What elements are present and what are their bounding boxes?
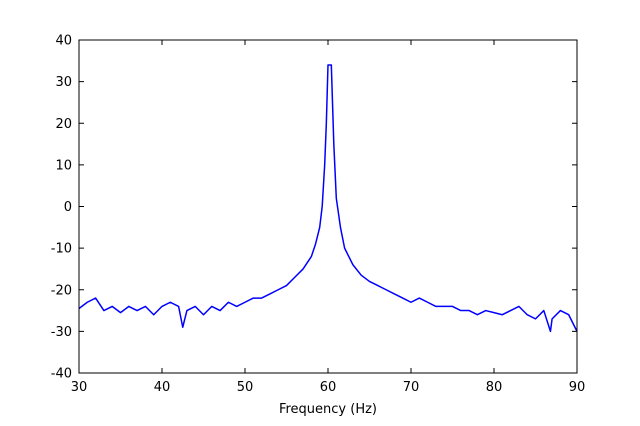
x-tick-label: 60	[320, 380, 337, 395]
y-tick-label: -10	[51, 242, 72, 257]
x-tick-label: 40	[154, 380, 171, 395]
x-tick-label: 50	[237, 380, 254, 395]
x-tick-label: 70	[403, 380, 420, 395]
series-line-0	[78, 64, 578, 333]
x-tick-label: 90	[569, 380, 586, 395]
x-tick-label: 30	[71, 380, 88, 395]
x-tick-label: 80	[486, 380, 503, 395]
y-tick-label: -30	[51, 325, 72, 340]
y-tick-label: 10	[55, 158, 72, 173]
y-tick-label: 40	[55, 34, 72, 49]
y-axis: 40 30 20 10 0 -10 -20 -30 -40	[51, 34, 577, 382]
y-tick-label: 20	[55, 117, 72, 132]
plot-area	[78, 64, 578, 333]
y-tick-label: 30	[55, 75, 72, 90]
x-axis-label: Frequency (Hz)	[279, 402, 377, 417]
y-tick-label: -40	[51, 367, 72, 382]
y-tick-label: 0	[64, 200, 72, 215]
y-tick-label: -20	[51, 283, 72, 298]
x-axis: 30 40 50 60 70 80 90	[71, 40, 586, 395]
